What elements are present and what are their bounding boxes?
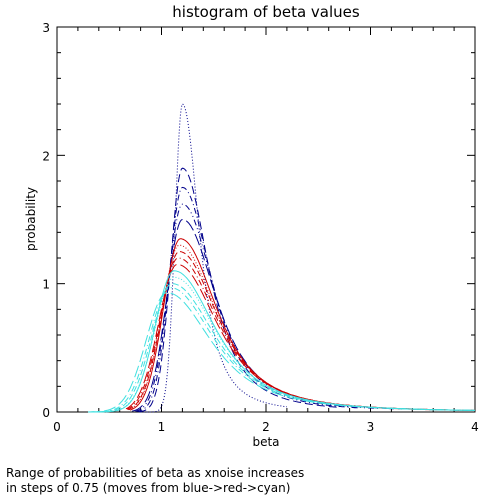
series-line-2 — [139, 168, 340, 412]
x-tick-label: 0 — [53, 420, 61, 434]
y-axis-label: probability — [24, 187, 38, 251]
x-tick-label: 1 — [158, 420, 166, 434]
caption-line-1: Range of probabilities of beta as xnoise… — [6, 466, 304, 480]
y-tick-label: 0 — [42, 406, 50, 420]
x-tick-label: 2 — [262, 420, 270, 434]
series-line-3 — [136, 187, 360, 411]
series-line-10 — [126, 264, 475, 410]
series-layer — [88, 104, 475, 412]
y-tick-label: 3 — [42, 21, 50, 35]
caption-line-2: in steps of 0.75 (moves from blue->red->… — [6, 481, 290, 495]
y-tick-label: 2 — [42, 149, 50, 163]
series-line-1 — [141, 104, 287, 412]
plot-frame — [57, 27, 475, 412]
axis-ticks — [57, 27, 475, 412]
chart-title: histogram of beta values — [172, 3, 360, 21]
series-line-9 — [127, 258, 475, 410]
y-tick-label: 1 — [42, 278, 50, 292]
series-line-15 — [88, 293, 475, 412]
x-axis-label: beta — [252, 435, 279, 449]
series-line-7 — [129, 245, 454, 410]
x-tick-label: 4 — [471, 420, 479, 434]
axis-tick-labels: 0 1 2 3 4 0 1 2 3 — [42, 21, 478, 434]
series-line-8 — [128, 252, 475, 411]
x-tick-label: 3 — [367, 420, 375, 434]
